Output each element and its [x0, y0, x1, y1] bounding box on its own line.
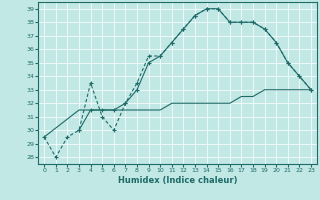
X-axis label: Humidex (Indice chaleur): Humidex (Indice chaleur) — [118, 176, 237, 185]
